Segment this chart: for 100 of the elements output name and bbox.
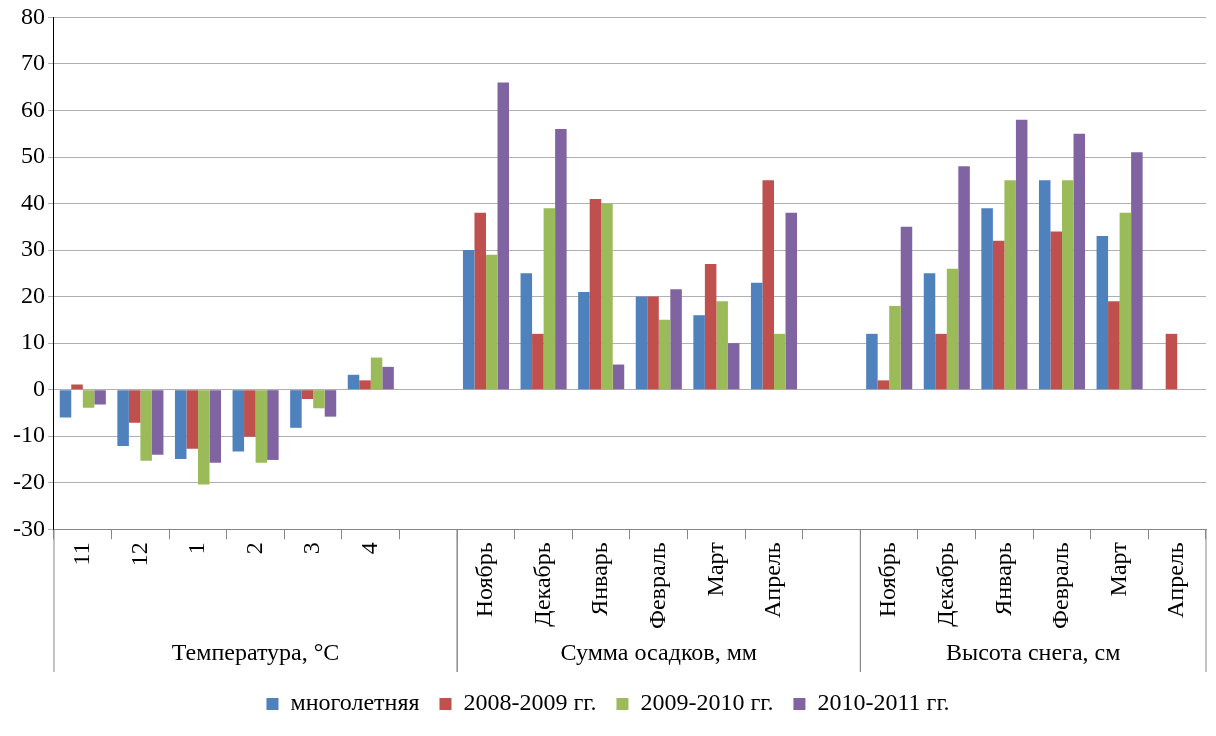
bar: [1119, 212, 1132, 390]
bar: [958, 166, 970, 390]
bar: [290, 390, 302, 428]
bar: [474, 212, 486, 390]
x-tick-label: Январь: [989, 542, 1016, 616]
bar: [347, 374, 360, 390]
bar: [232, 390, 245, 452]
y-tick-label: 20: [20, 281, 45, 308]
bar: [727, 343, 740, 390]
bar: [1096, 236, 1109, 390]
bar: [244, 390, 256, 437]
bar: [82, 390, 95, 408]
bar: [313, 390, 325, 409]
bar: [186, 390, 198, 449]
bar: [704, 264, 717, 390]
bar: [520, 273, 533, 390]
y-tick-label: 70: [20, 49, 45, 76]
bar: [1038, 180, 1051, 390]
bar: [612, 364, 625, 390]
bar: [532, 333, 544, 390]
bar: [992, 240, 1005, 390]
bar: [935, 333, 947, 390]
bar: [197, 390, 210, 485]
y-tick-label: 30: [20, 235, 45, 262]
bar: [635, 296, 648, 390]
bar: [543, 208, 556, 390]
y-tick-label: -10: [12, 421, 45, 448]
x-tick-label: 11: [68, 542, 95, 566]
text: Температура, °C: [171, 639, 340, 666]
bar: [462, 250, 475, 390]
bar: [359, 380, 371, 390]
x-tick-label: 2: [240, 542, 267, 555]
bar: [889, 305, 901, 390]
y-tick-label: -20: [12, 468, 45, 495]
bar: [658, 319, 671, 390]
bar: [1165, 333, 1178, 390]
y-tick-label: 40: [20, 188, 45, 215]
bar: [762, 180, 774, 390]
bar: [255, 390, 268, 463]
legend-label: 2010-2011 гг.: [817, 689, 950, 716]
bar: [324, 390, 337, 417]
bar: [1015, 119, 1028, 390]
bar: [151, 390, 164, 455]
bar: [128, 390, 141, 423]
x-tick-label: Декабрь: [932, 542, 959, 627]
y-tick-label: 10: [20, 328, 45, 355]
legend-label: многолетняя: [290, 689, 420, 716]
x-tick-label: 12: [125, 542, 152, 567]
x-tick-label: Февраль: [644, 542, 671, 629]
bar: [866, 333, 878, 390]
bar: [670, 289, 682, 390]
bar: [750, 282, 763, 390]
text: Сумма осадков, мм: [560, 639, 758, 666]
bar: [647, 296, 659, 390]
bar: [301, 390, 314, 399]
bar: [900, 226, 913, 390]
bar: [140, 390, 152, 461]
x-tick-label: Ноябрь: [471, 542, 498, 618]
bar: [716, 301, 728, 390]
bar: [555, 129, 567, 390]
bar: [589, 198, 602, 390]
x-tick-label: Апрель: [1162, 542, 1189, 619]
bar: [1073, 133, 1086, 390]
bar: [923, 273, 936, 390]
bar: [1062, 180, 1074, 390]
x-tick-label: Апрель: [759, 542, 786, 619]
bar: [486, 254, 498, 390]
y-tick-label: 0: [32, 374, 45, 401]
bar: [774, 333, 786, 390]
bar: [370, 357, 383, 390]
y-tick-label: 80: [20, 2, 45, 29]
bar: [877, 380, 890, 390]
x-tick-label: Февраль: [1047, 542, 1074, 629]
x-tick-label: 1: [183, 542, 210, 555]
bar: [382, 366, 394, 390]
bar: [71, 384, 83, 390]
x-tick-label: Ноябрь: [874, 542, 901, 618]
y-tick-label: 50: [20, 142, 45, 169]
bar: [497, 82, 510, 390]
y-tick-label: -30: [12, 514, 45, 541]
bar: [1131, 152, 1143, 390]
bar: [601, 203, 613, 390]
bar: [117, 390, 129, 446]
bar: [267, 390, 279, 460]
x-tick-label: Март: [1104, 541, 1131, 597]
x-tick-label: 3: [298, 542, 325, 555]
legend-label: 2009-2010 гг.: [640, 689, 774, 716]
bar: [94, 390, 106, 405]
bar: [1050, 231, 1062, 390]
x-tick-label: 4: [356, 542, 383, 555]
bar: [1004, 180, 1016, 390]
bar: [946, 268, 959, 390]
x-tick-label: Январь: [586, 542, 613, 616]
bar: [981, 208, 993, 390]
x-tick-label: Март: [701, 541, 728, 597]
legend-label: 2008-2009 гг.: [463, 689, 597, 716]
x-tick-label: Декабрь: [528, 542, 555, 627]
bar: [209, 390, 222, 463]
bar: [578, 291, 590, 390]
bar: [174, 390, 187, 459]
